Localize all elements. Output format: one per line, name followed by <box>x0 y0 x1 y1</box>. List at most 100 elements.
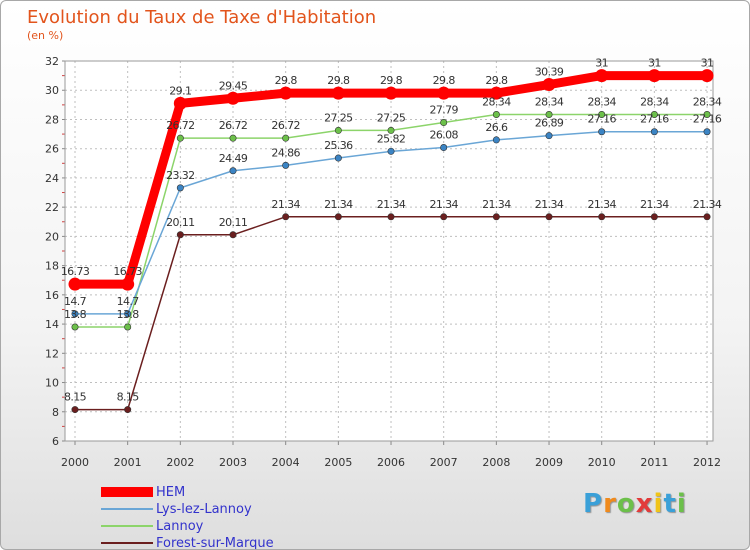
data-label-forest-sur-marque: 21.34 <box>377 198 406 211</box>
data-label-lys-lez-lannoy: 26.89 <box>535 117 564 130</box>
data-point-lys-lez-lannoy <box>598 128 606 136</box>
data-label-lys-lez-lannoy: 27.16 <box>693 113 722 126</box>
data-label-lys-lez-lannoy: 14.7 <box>64 295 87 308</box>
data-label-hem: 29.8 <box>275 74 298 87</box>
legend: HEM Lys-lez-Lannoy Lannoy Forest-sur-Marque <box>101 484 361 550</box>
data-point-hem <box>384 86 398 100</box>
x-tick-label: 2002 <box>166 456 194 469</box>
data-point-lannoy <box>440 119 448 127</box>
x-tick-label: 2008 <box>482 456 510 469</box>
data-point-lys-lez-lannoy <box>71 310 79 318</box>
logo-letter: i <box>676 489 687 519</box>
y-tick-label: 18 <box>45 260 59 273</box>
data-label-hem: 31 <box>648 57 661 70</box>
data-point-forest-sur-marque <box>440 213 448 221</box>
data-point-forest-sur-marque <box>545 213 553 221</box>
data-label-forest-sur-marque: 21.34 <box>640 198 669 211</box>
legend-label: Forest-sur-Marque <box>156 536 274 550</box>
data-point-lannoy <box>703 110 711 118</box>
data-point-lys-lez-lannoy <box>282 161 290 169</box>
data-point-lys-lez-lannoy <box>334 154 342 162</box>
data-label-lannoy: 28.34 <box>535 95 564 108</box>
data-point-forest-sur-marque <box>71 406 79 414</box>
data-label-hem: 29.8 <box>380 74 403 87</box>
legend-item-lys-lez-lannoy: Lys-lez-Lannoy <box>101 501 361 518</box>
data-label-lys-lez-lannoy: 26.6 <box>485 121 508 134</box>
logo-letter: t <box>663 489 677 519</box>
legend-label: Lannoy <box>156 519 204 534</box>
x-tick-label: 2010 <box>588 456 616 469</box>
y-tick-label: 10 <box>45 377 59 390</box>
data-label-hem: 29.8 <box>433 74 456 87</box>
data-label-hem: 31 <box>701 57 714 70</box>
data-point-hem <box>542 78 556 92</box>
x-tick-label: 2006 <box>377 456 405 469</box>
data-point-lys-lez-lannoy <box>492 136 500 144</box>
data-point-forest-sur-marque <box>387 213 395 221</box>
data-label-lannoy: 27.79 <box>429 104 458 117</box>
y-tick-label: 6 <box>52 435 59 448</box>
y-tick-label: 24 <box>45 172 59 185</box>
data-point-lannoy <box>387 126 395 134</box>
data-point-forest-sur-marque <box>334 213 342 221</box>
data-label-lannoy: 26.72 <box>271 119 300 132</box>
y-tick-label: 12 <box>45 347 59 360</box>
x-tick-label: 2000 <box>61 456 89 469</box>
data-label-forest-sur-marque: 21.34 <box>324 198 353 211</box>
data-label-lannoy: 13.8 <box>117 308 140 321</box>
data-label-forest-sur-marque: 21.34 <box>693 198 722 211</box>
data-point-lannoy <box>545 110 553 118</box>
data-point-lannoy <box>71 323 79 331</box>
y-tick-label: 14 <box>45 318 59 331</box>
data-label-lannoy: 28.34 <box>482 95 511 108</box>
data-point-forest-sur-marque <box>598 213 606 221</box>
logo-letter: r <box>603 489 617 519</box>
data-label-lys-lez-lannoy: 23.32 <box>166 169 195 182</box>
data-point-hem <box>331 86 345 100</box>
legend-swatch <box>101 508 153 510</box>
data-point-lys-lez-lannoy <box>387 147 395 155</box>
data-label-lys-lez-lannoy: 24.86 <box>271 146 300 159</box>
plot-border <box>64 60 714 442</box>
data-point-lys-lez-lannoy <box>124 310 132 318</box>
data-label-lannoy: 13.8 <box>64 308 87 321</box>
data-point-hem <box>595 69 609 83</box>
data-point-hem <box>173 96 187 110</box>
data-label-hem: 16.73 <box>61 265 90 278</box>
data-label-lannoy: 27.25 <box>324 111 353 124</box>
data-label-hem: 29.1 <box>169 84 191 97</box>
data-point-lannoy <box>650 110 658 118</box>
data-point-hem <box>121 277 135 291</box>
data-label-hem: 16.73 <box>113 265 142 278</box>
data-point-forest-sur-marque <box>124 406 132 414</box>
data-point-lys-lez-lannoy <box>229 167 237 175</box>
data-label-hem: 29.45 <box>219 79 248 92</box>
chart-title: Evolution du Taux de Taxe d'Habitation <box>27 7 377 28</box>
data-point-forest-sur-marque <box>229 231 237 239</box>
data-label-forest-sur-marque: 8.15 <box>64 391 87 404</box>
data-label-lannoy: 26.72 <box>166 119 195 132</box>
data-label-hem: 29.8 <box>485 74 508 87</box>
data-label-forest-sur-marque: 21.34 <box>535 198 564 211</box>
y-tick-label: 26 <box>45 143 59 156</box>
data-label-hem: 31 <box>595 57 608 70</box>
data-label-lannoy: 28.34 <box>693 95 722 108</box>
data-point-hem <box>68 277 82 291</box>
legend-label: HEM <box>156 485 186 500</box>
data-label-forest-sur-marque: 20.11 <box>166 216 195 229</box>
logo-letter: o <box>616 489 636 519</box>
data-point-forest-sur-marque <box>492 213 500 221</box>
data-point-lys-lez-lannoy <box>545 132 553 140</box>
data-point-hem <box>647 69 661 83</box>
data-point-hem <box>700 69 714 83</box>
legend-label: Lys-lez-Lannoy <box>156 502 252 517</box>
x-tick-label: 2012 <box>693 456 721 469</box>
proxiti-logo: Proxiti <box>583 489 687 519</box>
data-point-lannoy <box>492 110 500 118</box>
data-point-lannoy <box>282 134 290 142</box>
data-label-hem: 30.39 <box>535 66 564 79</box>
data-label-lys-lez-lannoy: 25.82 <box>377 132 406 145</box>
data-label-forest-sur-marque: 21.34 <box>482 198 511 211</box>
